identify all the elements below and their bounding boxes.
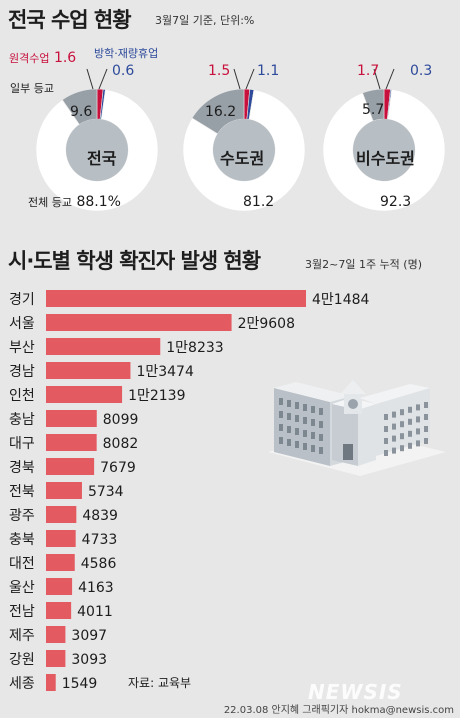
bar [46, 602, 72, 619]
bar-section-title: 시·도별 학생 확진자 발생 현황 [8, 249, 261, 273]
newsis-watermark: NEWSIS [308, 680, 403, 704]
donut-3-break-value: 0.3 [410, 63, 433, 79]
bar-category-label: 충남 [9, 412, 35, 428]
donut-3-partial-value: 5.7 [362, 102, 385, 118]
bar-value-label: 1만8233 [166, 340, 223, 356]
bar-value-label: 4011 [77, 604, 113, 620]
bar [46, 626, 66, 643]
bar-value-label: 2만9608 [238, 316, 295, 332]
bar-category-label: 세종 [9, 676, 35, 692]
bar [46, 338, 161, 355]
bar-value-label: 7679 [100, 460, 136, 476]
bar-category-label: 광주 [9, 508, 35, 524]
donut-2-break-leader [245, 68, 255, 90]
bar-value-label: 3093 [71, 652, 107, 668]
bar-category-label: 대전 [9, 556, 35, 572]
donut-3-break-leader [385, 68, 395, 90]
bar-value-label: 1만2139 [128, 388, 185, 404]
bar-value-label: 4733 [82, 532, 118, 548]
bar-value-label: 5734 [88, 484, 124, 500]
bar-category-label: 서울 [9, 316, 35, 332]
bar [46, 482, 82, 499]
donut-1-full-segment [35, 89, 159, 212]
donut-2-remote-leader [233, 68, 241, 90]
bar-value-label: 8099 [103, 412, 139, 428]
bar-value-label: 4586 [81, 556, 117, 572]
donut-1-partial-value: 9.6 [70, 104, 93, 120]
bar-category-label: 경북 [9, 460, 35, 476]
donut-2-partial-value: 16.2 [205, 104, 237, 120]
bar [46, 386, 123, 403]
donut-3-hole [353, 119, 415, 181]
donut-1-partial-legend: 일부 등교 [10, 82, 54, 95]
bar [46, 554, 75, 571]
bar [46, 290, 306, 307]
bar [46, 434, 97, 451]
bar-category-label: 경남 [9, 364, 35, 380]
donut-1-break-legend: 방학·재량휴업 [94, 47, 159, 60]
donut-1-remote-legend: 원격수업 1.6 [9, 50, 77, 66]
bar-category-label: 울산 [9, 580, 35, 596]
bar [46, 362, 131, 379]
bar-category-label: 전남 [9, 604, 35, 620]
donut-3-full-value: 92.3 [380, 194, 412, 210]
bar [46, 458, 95, 475]
bar-category-label: 충북 [9, 532, 35, 548]
bar [46, 506, 77, 523]
bar [46, 578, 73, 595]
donut-1-hole [66, 119, 128, 181]
donut-2-name: 수도권 [220, 149, 265, 168]
donut-2-hole [213, 119, 275, 181]
bar [46, 674, 56, 691]
pie-section-title: 전국 수업 현황 [8, 8, 132, 32]
donut-1-name: 전국 [87, 149, 117, 168]
bar [46, 530, 76, 547]
bar [46, 314, 232, 331]
donut-2-break-value: 1.1 [257, 63, 280, 79]
bar-section-note: 3월2~7일 1주 누적 (명) [305, 258, 423, 271]
credit-line: 22.03.08 안지혜 그래픽기자 hokma@newsis.com [223, 705, 454, 716]
donut-1-remote-leader [86, 68, 94, 90]
bar-category-label: 강원 [9, 652, 35, 668]
donut-1-full-value: 전체 등교 88.1% [28, 194, 121, 210]
bar-category-label: 경기 [9, 292, 35, 308]
bar-value-label: 4839 [82, 508, 118, 524]
bar-value-label: 1만3474 [136, 364, 194, 380]
source-note: 자료: 교육부 [128, 676, 192, 690]
donut-3-name: 비수도권 [356, 149, 415, 168]
bar-category-label: 인천 [9, 388, 35, 404]
bar [46, 410, 97, 427]
donut-3-remote-value: 1.7 [357, 63, 380, 79]
bar [46, 650, 66, 667]
bar-value-label: 8082 [103, 436, 139, 452]
bar-value-label: 1549 [62, 676, 98, 692]
bar-category-label: 전북 [9, 484, 35, 500]
donut-1-break-value: 0.6 [112, 63, 135, 79]
bar-value-label: 3097 [71, 628, 107, 644]
donut-3-remote-leader [373, 68, 381, 90]
bar-category-label: 제주 [9, 628, 35, 644]
bar-value-label: 4163 [78, 580, 114, 596]
pie-section-note: 3월7일 기준, 단위:% [155, 14, 255, 27]
school-building-illustration [268, 380, 446, 476]
bar-category-label: 대구 [9, 436, 35, 452]
donut-2-full-value: 81.2 [243, 194, 275, 210]
bar-value-label: 4만1484 [312, 292, 370, 308]
donut-2-remote-value: 1.5 [208, 63, 231, 79]
donut-1-break-leader [98, 68, 108, 90]
bar-category-label: 부산 [9, 340, 35, 356]
